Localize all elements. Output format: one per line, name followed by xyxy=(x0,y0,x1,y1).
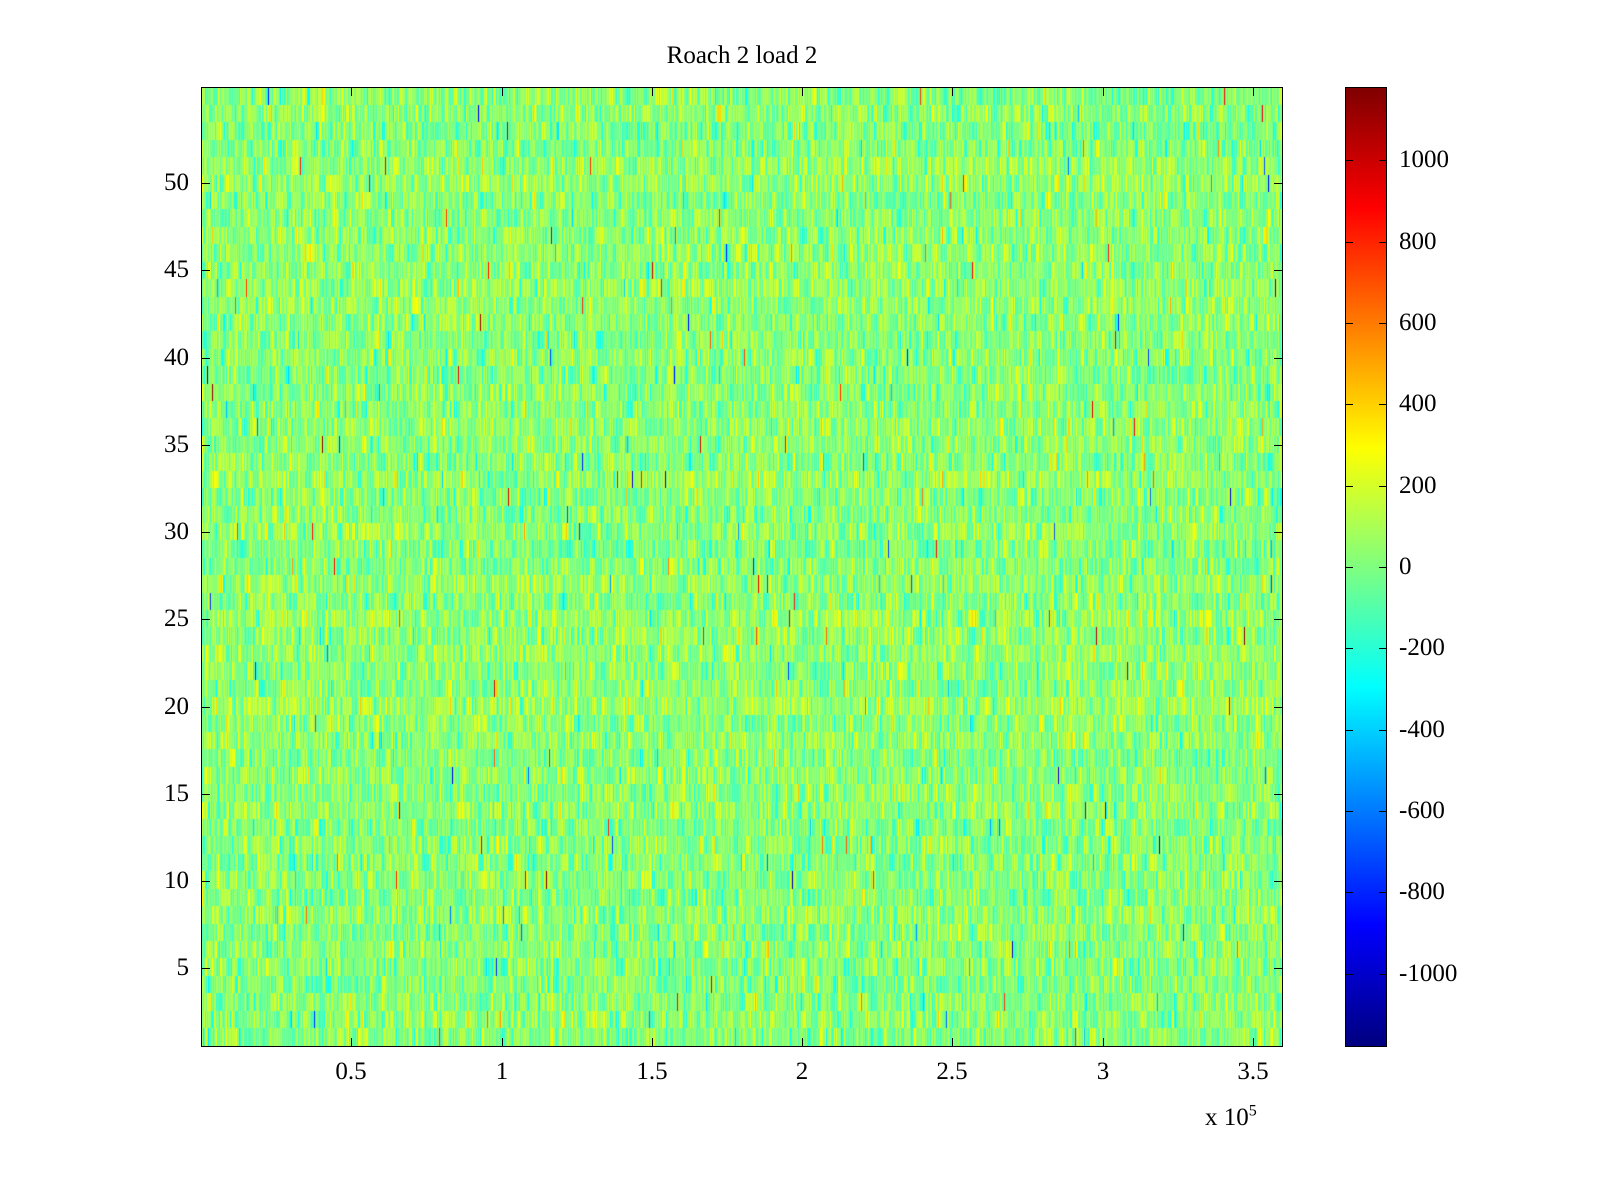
y-axis-tick xyxy=(201,532,210,533)
x-axis-tick xyxy=(952,1038,953,1047)
y-axis-tick xyxy=(1274,532,1283,533)
x-axis-tick-label: 0.5 xyxy=(335,1058,367,1085)
colorbar-tick xyxy=(1345,811,1353,812)
colorbar-tick-label: 800 xyxy=(1399,228,1437,255)
colorbar-tick xyxy=(1379,160,1387,161)
colorbar-tick xyxy=(1379,974,1387,975)
x-axis-tick xyxy=(1103,1038,1104,1047)
y-axis-tick xyxy=(1274,794,1283,795)
y-axis-tick xyxy=(1274,358,1283,359)
colorbar-tick-label: -1000 xyxy=(1399,960,1458,987)
y-axis-tick xyxy=(1274,881,1283,882)
y-axis-tick xyxy=(201,794,210,795)
colorbar-tick xyxy=(1379,404,1387,405)
colorbar-tick xyxy=(1379,648,1387,649)
colorbar-tick-label: -400 xyxy=(1399,716,1445,743)
y-axis-tick xyxy=(1274,270,1283,271)
page-title: Roach 2 load 2 xyxy=(666,42,818,69)
colorbar-tick xyxy=(1345,242,1353,243)
y-axis-tick xyxy=(1274,183,1283,184)
colorbar-tick xyxy=(1345,160,1353,161)
y-axis-tick-label: 5 xyxy=(176,954,190,981)
x-axis-tick xyxy=(351,1038,352,1047)
y-axis-tick-label: 50 xyxy=(164,169,189,196)
y-axis-tick xyxy=(1274,619,1283,620)
colorbar-tick xyxy=(1379,892,1387,893)
colorbar-tick-label: 0 xyxy=(1399,553,1412,580)
colorbar-tick-label: 400 xyxy=(1399,390,1437,417)
x-axis-tick xyxy=(652,87,653,96)
y-axis-tick xyxy=(201,270,210,271)
y-axis-tick xyxy=(1274,445,1283,446)
y-axis-tick-label: 35 xyxy=(164,431,189,458)
colorbar-tick-label: -200 xyxy=(1399,634,1445,661)
y-axis-tick-label: 15 xyxy=(164,780,189,807)
heatmap-image xyxy=(202,88,1282,1046)
x-axis-tick xyxy=(952,87,953,96)
y-axis-tick xyxy=(201,183,210,184)
x-axis-tick-label: 2.5 xyxy=(936,1058,968,1085)
colorbar-tick xyxy=(1345,730,1353,731)
y-axis-tick xyxy=(201,445,210,446)
y-axis-tick-label: 40 xyxy=(164,344,189,371)
colorbar-tick xyxy=(1379,730,1387,731)
x-axis-tick-label: 1 xyxy=(495,1058,509,1085)
y-axis-tick xyxy=(1274,707,1283,708)
colorbar-tick xyxy=(1345,974,1353,975)
y-axis-tick xyxy=(1274,968,1283,969)
colorbar-tick xyxy=(1345,892,1353,893)
x-axis-tick xyxy=(652,1038,653,1047)
x-axis-tick-label: 3.5 xyxy=(1237,1058,1269,1085)
colorbar-tick xyxy=(1379,811,1387,812)
y-axis-tick-label: 30 xyxy=(164,518,189,545)
colorbar-tick xyxy=(1345,323,1353,324)
y-axis-tick-label: 45 xyxy=(164,256,189,283)
colorbar-tick xyxy=(1379,567,1387,568)
colorbar-tick xyxy=(1379,323,1387,324)
y-axis-tick xyxy=(201,968,210,969)
x-axis-exponent-label: x 105 xyxy=(1205,1102,1257,1131)
x-axis-tick xyxy=(502,87,503,96)
y-axis-tick xyxy=(201,881,210,882)
x-axis-tick xyxy=(502,1038,503,1047)
x-axis-tick xyxy=(802,1038,803,1047)
y-axis-tick xyxy=(201,358,210,359)
x-axis-tick xyxy=(1253,87,1254,96)
x-axis-tick-label: 2 xyxy=(795,1058,809,1085)
colorbar-tick-label: 600 xyxy=(1399,309,1437,336)
x-axis-tick xyxy=(1103,87,1104,96)
x-axis-tick xyxy=(351,87,352,96)
colorbar-tick-label: -800 xyxy=(1399,878,1445,905)
colorbar-tick xyxy=(1345,567,1353,568)
y-axis-tick-label: 10 xyxy=(164,867,189,894)
colorbar-tick xyxy=(1345,648,1353,649)
x-axis-tick-label: 3 xyxy=(1096,1058,1110,1085)
heatmap-plot-area xyxy=(201,87,1283,1047)
colorbar-tick-label: 200 xyxy=(1399,472,1437,499)
y-axis-tick-label: 20 xyxy=(164,693,189,720)
colorbar-tick xyxy=(1379,242,1387,243)
colorbar-tick xyxy=(1345,404,1353,405)
x-axis-tick xyxy=(802,87,803,96)
x-axis-tick-label: 1.5 xyxy=(636,1058,668,1085)
colorbar-tick-label: -600 xyxy=(1399,797,1445,824)
y-axis-tick xyxy=(201,707,210,708)
colorbar-tick-label: 1000 xyxy=(1399,146,1449,173)
x-axis-tick xyxy=(1253,1038,1254,1047)
y-axis-tick-label: 25 xyxy=(164,605,189,632)
colorbar-tick xyxy=(1345,486,1353,487)
y-axis-tick xyxy=(201,619,210,620)
colorbar-tick xyxy=(1379,486,1387,487)
